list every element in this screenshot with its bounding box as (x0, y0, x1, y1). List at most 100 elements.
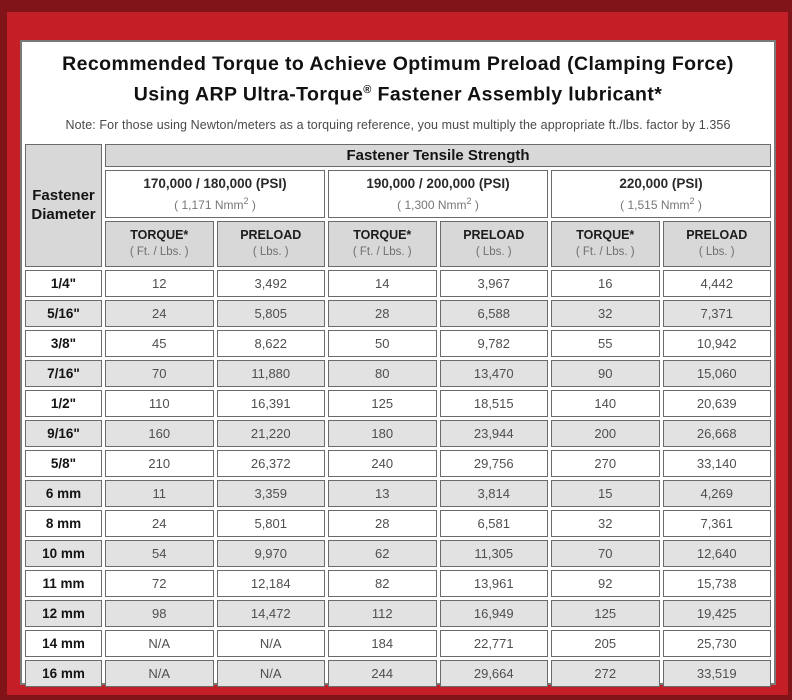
preload-column-header: PRELOAD ( Lbs. ) (662, 220, 771, 267)
torque-value-cell: 140 (551, 389, 660, 417)
torque-unit: ( Ft. / Lbs. ) (129, 246, 189, 258)
preload-value-cell: 21,220 (216, 419, 325, 447)
preload-value-cell: N/A (216, 629, 325, 657)
preload-value-cell: 22,771 (439, 629, 548, 657)
torque-value-cell: 12 (105, 269, 214, 297)
torque-value-cell: 28 (328, 299, 437, 327)
preload-value-cell: 23,944 (439, 419, 548, 447)
diameter-cell: 16 mm (25, 659, 102, 687)
preload-value-cell: 26,668 (662, 419, 771, 447)
fastener-diameter-line-1: Fastener (32, 187, 95, 204)
preload-value-cell: 3,814 (439, 479, 548, 507)
torque-value-cell: 205 (551, 629, 660, 657)
torque-value-cell: 270 (551, 449, 660, 477)
torque-value-cell: N/A (105, 629, 214, 657)
torque-value-cell: 244 (328, 659, 437, 687)
diameter-cell: 1/2" (25, 389, 102, 417)
preload-value-cell: 6,588 (439, 299, 548, 327)
nmm-sup: 2 (689, 195, 695, 206)
nmm-pre: ( 1,300 Nmm (397, 197, 467, 212)
psi-group-190k: 190,000 / 200,000 (PSI) ( 1,300 Nmm2 ) (328, 169, 548, 218)
diameter-cell: 11 mm (25, 569, 102, 597)
torque-value-cell: 92 (551, 569, 660, 597)
table-row: 3/8" 45 8,622 50 9,782 55 10,942 (25, 329, 771, 357)
preload-value-cell: 14,472 (216, 599, 325, 627)
preload-value-cell: 9,970 (216, 539, 325, 567)
table-row: 5/16" 24 5,805 28 6,588 32 7,371 (25, 299, 771, 327)
preload-value-cell: 7,361 (662, 509, 771, 537)
torque-column-header: TORQUE* ( Ft. / Lbs. ) (328, 220, 437, 267)
diameter-cell: 8 mm (25, 509, 102, 537)
psi-group-170k: 170,000 / 180,000 (PSI) ( 1,171 Nmm2 ) (105, 169, 325, 218)
preload-value-cell: 19,425 (662, 599, 771, 627)
preload-value-cell: 12,640 (662, 539, 771, 567)
torque-value-cell: 11 (105, 479, 214, 507)
preload-value-cell: 11,880 (216, 359, 325, 387)
torque-value-cell: 200 (551, 419, 660, 447)
preload-value-cell: 6,581 (439, 509, 548, 537)
table-row: 10 mm 54 9,970 62 11,305 70 12,640 (25, 539, 771, 567)
table-row: 11 mm 72 12,184 82 13,961 92 15,738 (25, 569, 771, 597)
torque-value-cell: 70 (105, 359, 214, 387)
torque-value-cell: 110 (105, 389, 214, 417)
title-line-1: Recommended Torque to Achieve Optimum Pr… (62, 53, 734, 75)
preload-value-cell: 4,442 (662, 269, 771, 297)
preload-column-header: PRELOAD ( Lbs. ) (216, 220, 325, 267)
torque-value-cell: 184 (328, 629, 437, 657)
page-title: Recommended Torque to Achieve Optimum Pr… (28, 51, 768, 108)
table-row: 1/4" 12 3,492 14 3,967 16 4,442 (25, 269, 771, 297)
preload-value-cell: 3,359 (216, 479, 325, 507)
preload-value-cell: 4,269 (662, 479, 771, 507)
fastener-diameter-line-2: Diameter (31, 206, 96, 223)
torque-value-cell: 210 (105, 449, 214, 477)
psi-group-row: 170,000 / 180,000 (PSI) ( 1,171 Nmm2 ) 1… (25, 169, 771, 218)
preload-value-cell: 33,519 (662, 659, 771, 687)
preload-value-cell: 16,949 (439, 599, 548, 627)
table-row: 9/16" 160 21,220 180 23,944 200 26,668 (25, 419, 771, 447)
column-header-row: TORQUE* ( Ft. / Lbs. ) PRELOAD ( Lbs. ) … (25, 220, 771, 267)
torque-value-cell: 54 (105, 539, 214, 567)
newton-meters-note: Note: For those using Newton/meters as a… (65, 117, 731, 132)
torque-label: TORQUE* (353, 228, 412, 242)
torque-label: TORQUE* (576, 228, 635, 242)
nmm-sup: 2 (466, 195, 472, 206)
preload-value-cell: 16,391 (216, 389, 325, 417)
torque-value-cell: 112 (328, 599, 437, 627)
torque-column-header: TORQUE* ( Ft. / Lbs. ) (551, 220, 660, 267)
tensile-strength-row: Fastener Diameter Fastener Tensile Stren… (25, 143, 771, 267)
title-line-2: Using ARP Ultra-Torque® Fastener Assembl… (28, 77, 768, 108)
preload-value-cell: 29,664 (439, 659, 548, 687)
psi-group-170k-nmm: ( 1,171 Nmm2 ) (106, 193, 324, 214)
preload-unit: ( Lbs. ) (475, 246, 512, 258)
diameter-cell: 14 mm (25, 629, 102, 657)
diameter-cell: 5/8" (25, 449, 102, 477)
psi-group-220k-label: 220,000 (PSI) (619, 175, 703, 191)
torque-value-cell: 70 (551, 539, 660, 567)
preload-value-cell: 13,961 (439, 569, 548, 597)
table-row: 7/16" 70 11,880 80 13,470 90 15,060 (25, 359, 771, 387)
preload-value-cell: 12,184 (216, 569, 325, 597)
torque-value-cell: 72 (105, 569, 214, 597)
preload-unit: ( Lbs. ) (698, 246, 735, 258)
torque-value-cell: 98 (105, 599, 214, 627)
nmm-pre: ( 1,515 Nmm (620, 197, 690, 212)
table-row: 14 mm N/A N/A 184 22,771 205 25,730 (25, 629, 771, 657)
torque-value-cell: 180 (328, 419, 437, 447)
diameter-cell: 3/8" (25, 329, 102, 357)
nmm-post: ) (471, 197, 479, 212)
preload-value-cell: 26,372 (216, 449, 325, 477)
preload-value-cell: 33,140 (662, 449, 771, 477)
preload-value-cell: 10,942 (662, 329, 771, 357)
torque-value-cell: 15 (551, 479, 660, 507)
content-card: Recommended Torque to Achieve Optimum Pr… (20, 40, 776, 687)
torque-value-cell: 24 (105, 509, 214, 537)
torque-value-cell: 80 (328, 359, 437, 387)
diameter-cell: 1/4" (25, 269, 102, 297)
preload-value-cell: 18,515 (439, 389, 548, 417)
torque-value-cell: 24 (105, 299, 214, 327)
preload-value-cell: N/A (216, 659, 325, 687)
torque-value-cell: 16 (551, 269, 660, 297)
torque-value-cell: 82 (328, 569, 437, 597)
torque-value-cell: 45 (105, 329, 214, 357)
torque-value-cell: 28 (328, 509, 437, 537)
